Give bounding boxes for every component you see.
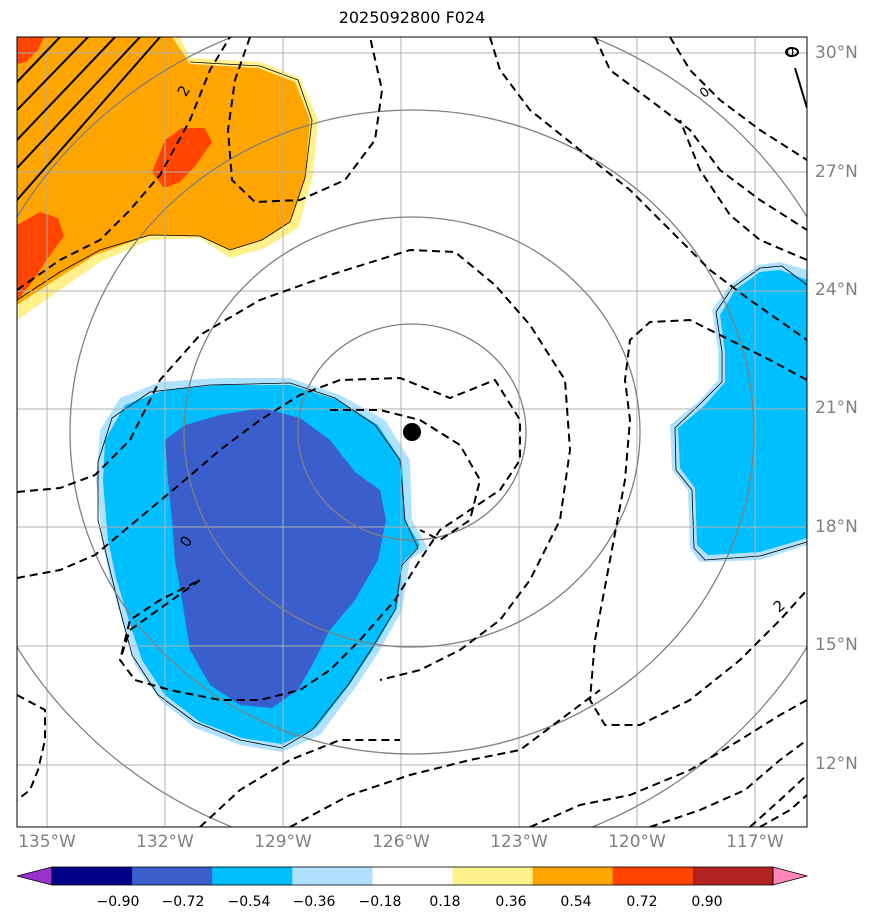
colorbar-segment	[212, 867, 293, 885]
lat-label: 18°N	[815, 517, 858, 537]
lon-label: 120°W	[608, 832, 666, 852]
colorbar-segment	[372, 867, 454, 885]
colorbar-segment	[612, 867, 694, 885]
colorbar-tick-label: −0.54	[227, 894, 271, 910]
storm-center-marker	[403, 423, 421, 441]
colorbar-tick-label: −0.36	[292, 894, 336, 910]
colorbar-segment	[692, 867, 774, 885]
contour-label: 0	[786, 46, 794, 61]
positive-anomaly-shading	[17, 37, 318, 320]
colorbar-segment	[132, 867, 213, 885]
lon-label: 117°W	[726, 832, 784, 852]
lat-label: 15°N	[815, 635, 858, 655]
range-ring	[297, 323, 527, 541]
colorbar	[16, 866, 809, 886]
dashed-contours	[17, 37, 807, 827]
colorbar-segment	[452, 867, 534, 885]
solid-contours	[17, 37, 807, 201]
lon-label: 126°W	[372, 832, 430, 852]
graticule	[17, 37, 807, 827]
lat-label: 21°N	[815, 398, 858, 418]
colorbar-frame	[51, 866, 774, 886]
lat-label: 30°N	[815, 43, 858, 63]
colorbar-segment	[292, 867, 373, 885]
colorbar-segments	[52, 867, 774, 885]
shading-outlines	[17, 61, 807, 749]
lat-label: 24°N	[815, 280, 858, 300]
negative-anomaly-shading-east	[670, 262, 807, 562]
range-ring	[69, 109, 755, 755]
colorbar-tick-label: −0.90	[96, 894, 140, 910]
colorbar-segment	[532, 867, 614, 885]
lon-label: 135°W	[18, 832, 76, 852]
colorbar-tick-label: 0.54	[560, 894, 592, 910]
negative-anomaly-shading-west	[96, 378, 428, 752]
colorbar-tick-label: 0.72	[626, 894, 658, 910]
colorbar-extend-left	[16, 866, 53, 886]
range-ring	[183, 216, 641, 648]
colorbar-tick-label: 0.36	[495, 894, 527, 910]
lon-label: 129°W	[254, 832, 312, 852]
lon-label: 132°W	[136, 832, 194, 852]
lon-label: 123°W	[490, 832, 548, 852]
map-frame	[16, 36, 808, 828]
range-rings	[17, 37, 807, 827]
colorbar-tick-label: 0.90	[691, 894, 723, 910]
colorbar-segment	[52, 867, 133, 885]
colorbar-tick-label: 0.18	[429, 894, 461, 910]
map-area: 2 0 0 2 0	[17, 37, 807, 827]
colorbar-extend-right	[772, 866, 809, 886]
colorbar-tick-label: −0.72	[161, 894, 205, 910]
lat-label: 27°N	[815, 162, 858, 182]
map-title: 2025092800 F024	[338, 8, 486, 27]
lat-label: 12°N	[815, 754, 858, 774]
colorbar-tick-label: −0.18	[358, 894, 402, 910]
